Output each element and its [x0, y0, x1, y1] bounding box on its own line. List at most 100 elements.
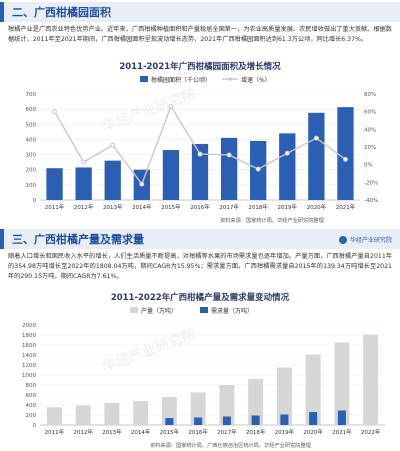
bar-production [104, 403, 120, 425]
bar-area [162, 150, 180, 200]
bar-demand [337, 410, 346, 425]
brand-name: 华经产业研究院 [349, 237, 392, 244]
y-tick-label: 200 [26, 413, 37, 419]
x-tick-label: 2022年 [361, 428, 381, 436]
y-left-tick-label: 200 [26, 168, 37, 174]
chart1-title: 2011-2021年广西柑橘园面积及增长情况 [119, 62, 281, 72]
section1-header: 二、广西柑橘园面积 [0, 2, 400, 22]
bar-production [161, 397, 177, 425]
bar-area [279, 133, 296, 200]
y-tick-label: 1600 [22, 343, 36, 349]
section1-source: 资料来源：国家统计局、华经产业研究院整理 [220, 218, 324, 224]
point-growth [255, 166, 261, 172]
y-left-tick-label: 100 [26, 183, 37, 189]
bar-production [248, 379, 264, 425]
y-tick-label: 1400 [22, 353, 36, 359]
section1-title: 二、广西柑橘园面积 [12, 6, 111, 19]
point-growth [284, 150, 290, 156]
point-growth [226, 152, 232, 158]
legend-label-demand: 需求量（万吨） [211, 307, 253, 315]
x-tick-label: 2018年 [248, 203, 268, 211]
bar-area [308, 112, 325, 200]
brand-logo-icon [338, 235, 347, 244]
bar-demand [194, 417, 203, 425]
bar-area [104, 160, 121, 200]
point-growth [342, 156, 348, 162]
point-growth [139, 181, 145, 187]
point-growth [168, 103, 174, 109]
x-tick-label: 2013年 [103, 203, 123, 211]
bar-demand [309, 412, 318, 425]
bar-production [305, 354, 321, 425]
y-right-tick-label: 0% [364, 163, 373, 169]
bar-production [276, 367, 292, 425]
x-tick-label: 2017年 [217, 428, 237, 436]
bar-production [334, 342, 350, 425]
bar-production [133, 401, 149, 425]
x-tick-label: 2021年 [336, 203, 356, 211]
y-right-tick-label: 20% [364, 145, 376, 151]
section2-title: 三、广西柑橘产量及需求量 [12, 233, 144, 246]
point-growth [52, 109, 58, 115]
point-growth [81, 159, 87, 165]
x-tick-label: 2017年 [219, 203, 239, 211]
y-right-tick-label: -40% [364, 198, 378, 204]
y-left-tick-label: 300 [26, 153, 37, 159]
bar-production [219, 385, 235, 425]
y-left-tick-label: 400 [26, 137, 37, 143]
legend-label-line: 增速（%） [241, 76, 271, 84]
chart2-title: 2011-2022年广西柑橘产量及需求量变动情况 [110, 293, 290, 303]
x-tick-label: 2019年 [275, 428, 295, 436]
y-left-tick-label: 500 [26, 122, 37, 128]
x-tick-label: 2011年 [45, 428, 65, 436]
x-tick-label: 2012年 [73, 428, 93, 436]
brand-logo: 华经产业研究院 [338, 235, 392, 244]
section2-header: 三、广西柑橘产量及需求量 华经产业研究院 [0, 229, 400, 249]
y-tick-label: 1000 [22, 373, 36, 379]
x-tick-label: 2015年 [161, 203, 181, 211]
y-tick-label: 1200 [22, 363, 36, 369]
bar-area [46, 168, 63, 200]
y-right-tick-label: 60% [364, 110, 376, 116]
x-tick-label: 2012年 [74, 203, 94, 211]
point-growth [313, 135, 319, 141]
bar-production [46, 407, 62, 425]
chart2-production-demand: 产量（万吨） 需求量（万吨） 0 200 400 600 800 1000 1200 1400 16… [22, 307, 385, 436]
bar-area [337, 107, 354, 200]
y-tick-label: 800 [26, 383, 37, 389]
bar-production [363, 334, 379, 425]
x-tick-label: 2011年 [45, 203, 65, 211]
y-right-tick-label: 40% [364, 127, 376, 133]
y-tick-label: 0 [33, 423, 37, 429]
bar-demand [280, 414, 289, 425]
point-growth [110, 142, 116, 148]
section2-source: 资料来源：国家统计局、广西壮族自治区统计局、华经产业研究院整理 [150, 443, 311, 449]
legend-label-production: 产量（万吨） [141, 307, 177, 315]
y-left-tick-label: 700 [26, 92, 37, 98]
x-tick-label: 2019年 [278, 203, 298, 211]
x-tick-label: 2021年 [332, 428, 352, 436]
x-tick-label: 2016年 [188, 428, 208, 436]
x-tick-label: 2018年 [246, 428, 266, 436]
chart1-area-growth: 柑橘园面积（千公顷） 增速（%） 0 100 200 300 400 500 600 700 -40… [26, 76, 378, 211]
bar-demand [165, 418, 174, 425]
y-tick-label: 2000 [22, 323, 36, 329]
x-tick-label: 2013年 [102, 428, 122, 436]
legend-swatch-production [130, 307, 138, 313]
bar-area [191, 143, 209, 200]
y-tick-label: 400 [26, 403, 37, 409]
point-growth [197, 151, 203, 157]
x-tick-label: 2014年 [132, 203, 152, 211]
y-right-tick-label: 80% [364, 92, 376, 98]
x-tick-label: 2016年 [190, 203, 210, 211]
bar-area [220, 137, 238, 200]
legend-swatch-demand [200, 307, 208, 313]
bar-demand [222, 416, 231, 425]
bar-production [75, 405, 91, 425]
legend-marker-line [228, 77, 232, 81]
x-tick-label: 2015年 [160, 428, 180, 436]
y-tick-label: 600 [26, 393, 37, 399]
y-tick-label: 1800 [22, 333, 36, 339]
bar-production [190, 392, 206, 425]
